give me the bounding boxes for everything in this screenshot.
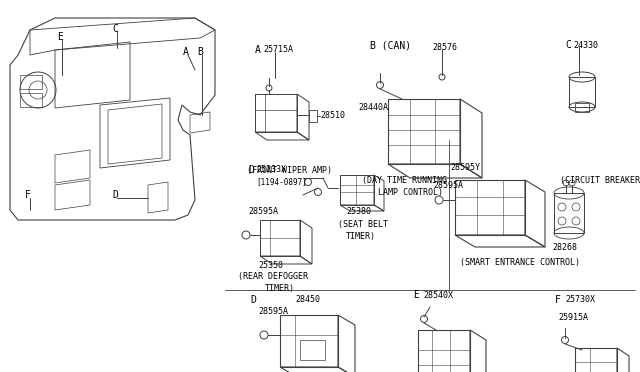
Text: 28440A: 28440A (358, 103, 388, 112)
Text: F: F (25, 190, 31, 200)
Text: TIMER): TIMER) (265, 285, 295, 294)
Text: 28595A: 28595A (248, 208, 278, 217)
Text: B: B (197, 47, 203, 57)
Text: B (CAN): B (CAN) (370, 40, 411, 50)
Text: A: A (183, 47, 189, 57)
Text: 25730X: 25730X (565, 295, 595, 305)
Text: 24330: 24330 (573, 41, 598, 49)
Text: (CIRCUIT BREAKER): (CIRCUIT BREAKER) (560, 176, 640, 185)
Text: E: E (413, 290, 419, 300)
Text: 25715A: 25715A (263, 45, 293, 55)
Text: 28595A: 28595A (433, 180, 463, 189)
Text: D: D (112, 190, 118, 200)
Text: [1194-0897]: [1194-0897] (256, 177, 307, 186)
Text: 28268: 28268 (552, 243, 577, 251)
Text: 28450: 28450 (295, 295, 320, 305)
Text: (SEAT BELT: (SEAT BELT (338, 219, 388, 228)
Text: C: C (565, 40, 571, 50)
Text: 28595Y: 28595Y (450, 163, 480, 171)
Text: (DAY TIME RUNNING: (DAY TIME RUNNING (362, 176, 447, 185)
Text: F: F (555, 295, 561, 305)
Text: 28595A: 28595A (258, 308, 288, 317)
Text: A: A (255, 45, 261, 55)
Text: D: D (250, 295, 256, 305)
Text: 25350: 25350 (258, 260, 283, 269)
Text: 25915A: 25915A (558, 312, 588, 321)
Text: E: E (57, 32, 63, 42)
Text: 28510: 28510 (320, 112, 345, 121)
Text: LAMP CONTROL): LAMP CONTROL) (378, 189, 443, 198)
Text: C: C (112, 24, 118, 34)
Text: (FRONT WIPER AMP): (FRONT WIPER AMP) (247, 166, 332, 174)
Text: 28540X: 28540X (423, 291, 453, 299)
Text: D: D (248, 165, 254, 175)
Text: 25233X: 25233X (256, 166, 286, 174)
Text: 25380: 25380 (346, 208, 371, 217)
Text: (SMART ENTRANCE CONTROL): (SMART ENTRANCE CONTROL) (460, 259, 580, 267)
Text: (REAR DEFOGGER: (REAR DEFOGGER (238, 273, 308, 282)
Text: 28576: 28576 (432, 42, 457, 51)
Text: TIMER): TIMER) (346, 231, 376, 241)
